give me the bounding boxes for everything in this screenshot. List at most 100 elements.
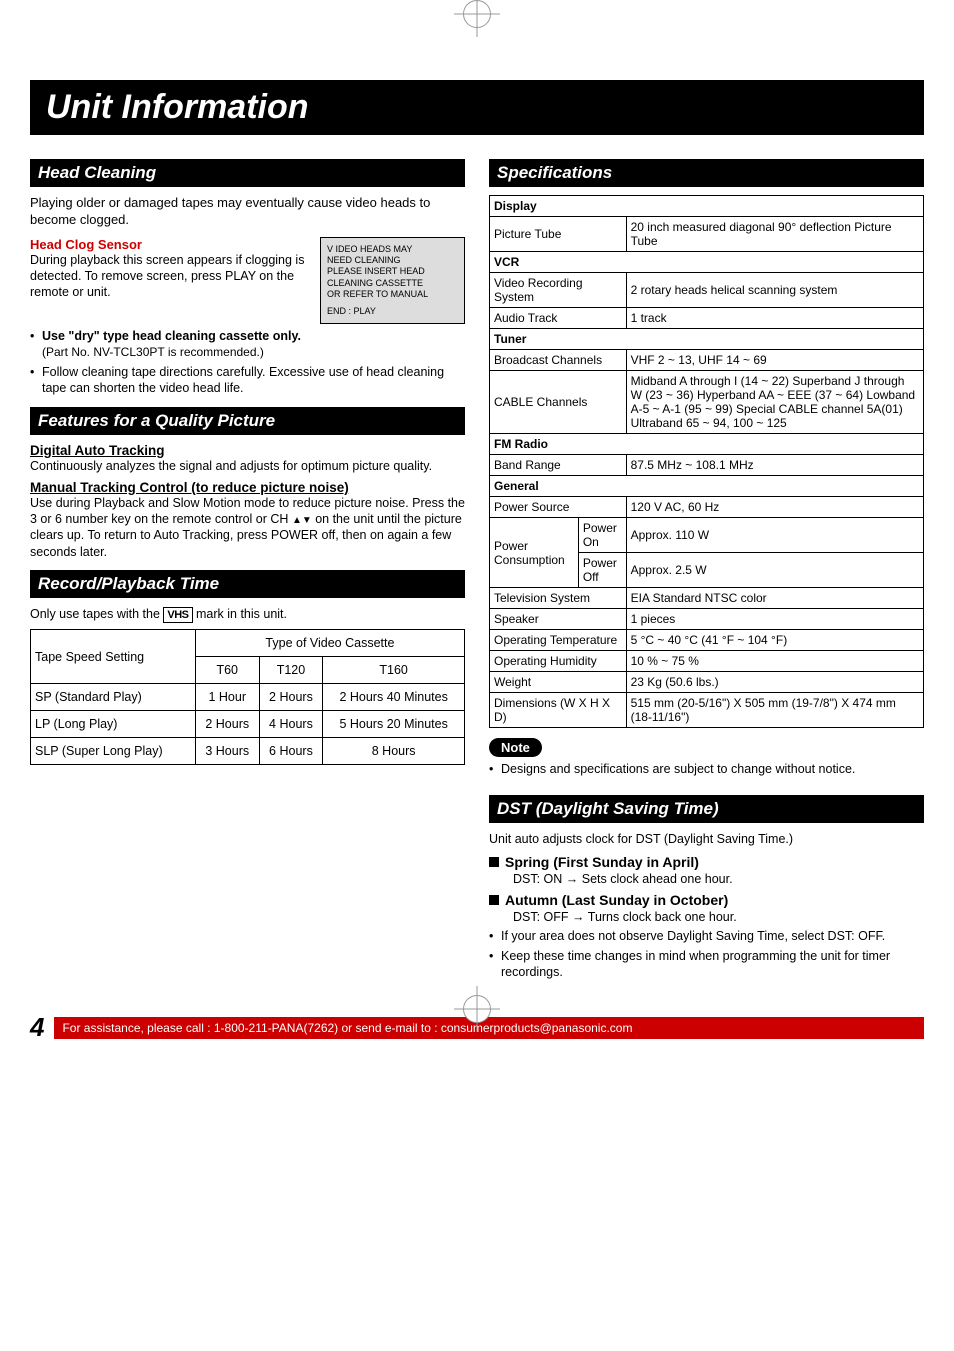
page-title: Unit Information <box>46 88 908 127</box>
table-cell: Midband A through I (14 ~ 22) Superband … <box>626 371 923 434</box>
table-cell: 20 inch measured diagonal 90° deflection… <box>626 217 923 252</box>
head-clog-screen-box: V IDEO HEADS MAY NEED CLEANING PLEASE IN… <box>320 237 465 325</box>
table-cell: Picture Tube <box>490 217 627 252</box>
record-title: Record/Playback Time <box>30 570 465 598</box>
list-item: Use "dry" type head cleaning cassette on… <box>30 328 465 360</box>
table-cell: Operating Temperature <box>490 630 627 651</box>
table-cell: 1 pieces <box>626 609 923 630</box>
table-cell: Approx. 110 W <box>626 518 923 553</box>
table-cell: 2 rotary heads helical scanning system <box>626 273 923 308</box>
feature-body: Use during Playback and Slow Motion mode… <box>30 495 465 560</box>
box-line: END : PLAY <box>327 306 458 317</box>
table-row: SP (Standard Play) 1 Hour 2 Hours 2 Hour… <box>31 684 465 711</box>
table-cell: Power Consumption <box>490 518 579 588</box>
text: mark in this unit. <box>193 607 287 621</box>
list-item: Keep these time changes in mind when pro… <box>489 948 924 981</box>
head-cleaning-bullets: Use "dry" type head cleaning cassette on… <box>30 328 465 396</box>
table-cell: T60 <box>195 657 259 684</box>
features-title: Features for a Quality Picture <box>30 407 465 435</box>
table-cell: VCR <box>490 252 924 273</box>
table-cell: Approx. 2.5 W <box>626 553 923 588</box>
table-cell: Broadcast Channels <box>490 350 627 371</box>
table-cell: Tuner <box>490 329 924 350</box>
table-row: FM Radio <box>490 434 924 455</box>
dst-title: DST (Daylight Saving Time) <box>489 795 924 823</box>
box-line: NEED CLEANING <box>327 255 458 266</box>
text: Spring (First Sunday in April) <box>505 854 699 870</box>
table-row: Power Consumption Power On Approx. 110 W <box>490 518 924 553</box>
dst-autumn-head: Autumn (Last Sunday in October) <box>489 892 924 908</box>
table-row: General <box>490 476 924 497</box>
table-cell: T160 <box>323 657 465 684</box>
table-row: VCR <box>490 252 924 273</box>
table-row: Tape Speed Setting Type of Video Cassett… <box>31 630 465 657</box>
note-label: Note <box>489 738 542 757</box>
table-row: Dimensions (W X H X D) 515 mm (20-5/16")… <box>490 693 924 728</box>
table-cell: Power Source <box>490 497 627 518</box>
table-cell: Weight <box>490 672 627 693</box>
box-line: PLEASE INSERT HEAD <box>327 266 458 277</box>
table-row: Power Source 120 V AC, 60 Hz <box>490 497 924 518</box>
feature-body: Continuously analyzes the signal and adj… <box>30 458 465 474</box>
table-row: Audio Track 1 track <box>490 308 924 329</box>
box-line: OR REFER TO MANUAL <box>327 289 458 300</box>
bullet-text: Follow cleaning tape directions carefull… <box>42 365 444 395</box>
table-cell: General <box>490 476 924 497</box>
table-cell: LP (Long Play) <box>31 711 196 738</box>
table-cell: VHF 2 ~ 13, UHF 14 ~ 69 <box>626 350 923 371</box>
table-cell: Dimensions (W X H X D) <box>490 693 627 728</box>
table-row: Video Recording System 2 rotary heads he… <box>490 273 924 308</box>
table-cell: 120 V AC, 60 Hz <box>626 497 923 518</box>
table-row: SLP (Super Long Play) 3 Hours 6 Hours 8 … <box>31 738 465 765</box>
table-cell: 10 % ~ 75 % <box>626 651 923 672</box>
table-row: Weight 23 Kg (50.6 lbs.) <box>490 672 924 693</box>
table-cell: T120 <box>259 657 323 684</box>
table-cell: SP (Standard Play) <box>31 684 196 711</box>
table-cell: 1 track <box>626 308 923 329</box>
table-row: Band Range 87.5 MHz ~ 108.1 MHz <box>490 455 924 476</box>
right-column: Specifications Display Picture Tube 20 i… <box>489 149 924 988</box>
table-cell: 5 Hours 20 Minutes <box>323 711 465 738</box>
dst-intro: Unit auto adjusts clock for DST (Dayligh… <box>489 831 924 847</box>
square-icon <box>489 857 499 867</box>
footer-text: For assistance, please call : 1-800-211-… <box>54 1017 924 1039</box>
crop-mark-top <box>463 0 491 28</box>
table-row: Television System EIA Standard NTSC colo… <box>490 588 924 609</box>
page-title-bar: Unit Information <box>30 80 924 135</box>
table-cell: 8 Hours <box>323 738 465 765</box>
specifications-title: Specifications <box>489 159 924 187</box>
dst-autumn-line: DST: OFF → Turns clock back one hour. <box>489 910 924 924</box>
table-row: Speaker 1 pieces <box>490 609 924 630</box>
box-line: CLEANING CASSETTE <box>327 278 458 289</box>
table-row: Tuner <box>490 329 924 350</box>
table-cell: 1 Hour <box>195 684 259 711</box>
feature-heading: Digital Auto Tracking <box>30 443 465 458</box>
vhs-mark-icon: VHS <box>163 607 192 623</box>
table-cell: 3 Hours <box>195 738 259 765</box>
table-cell: Tape Speed Setting <box>31 630 196 684</box>
dst-spring-line: DST: ON → Sets clock ahead one hour. <box>489 872 924 886</box>
note-text: Designs and specifications are subject t… <box>501 762 855 776</box>
table-row: Operating Temperature 5 °C ~ 40 °C (41 °… <box>490 630 924 651</box>
table-row: CABLE Channels Midband A through I (14 ~… <box>490 371 924 434</box>
table-row: Operating Humidity 10 % ~ 75 % <box>490 651 924 672</box>
left-column: Head Cleaning Playing older or damaged t… <box>30 149 465 988</box>
table-cell: Band Range <box>490 455 627 476</box>
table-cell: CABLE Channels <box>490 371 627 434</box>
text: Autumn (Last Sunday in October) <box>505 892 728 908</box>
table-cell: Audio Track <box>490 308 627 329</box>
note-bullets: Designs and specifications are subject t… <box>489 761 924 777</box>
table-row: Display <box>490 196 924 217</box>
table-cell: SLP (Super Long Play) <box>31 738 196 765</box>
text: If your area does not observe Daylight S… <box>501 929 885 943</box>
table-row: Broadcast Channels VHF 2 ~ 13, UHF 14 ~ … <box>490 350 924 371</box>
feature-heading: Manual Tracking Control (to reduce pictu… <box>30 480 465 495</box>
list-item: If your area does not observe Daylight S… <box>489 928 924 944</box>
bullet-sub: (Part No. NV-TCL30PT is recommended.) <box>42 345 465 361</box>
square-icon <box>489 895 499 905</box>
dst-bullets: If your area does not observe Daylight S… <box>489 928 924 981</box>
table-cell: Speaker <box>490 609 627 630</box>
text: Only use tapes with the <box>30 607 163 621</box>
table-cell: Type of Video Cassette <box>195 630 464 657</box>
table-cell: 2 Hours <box>259 684 323 711</box>
